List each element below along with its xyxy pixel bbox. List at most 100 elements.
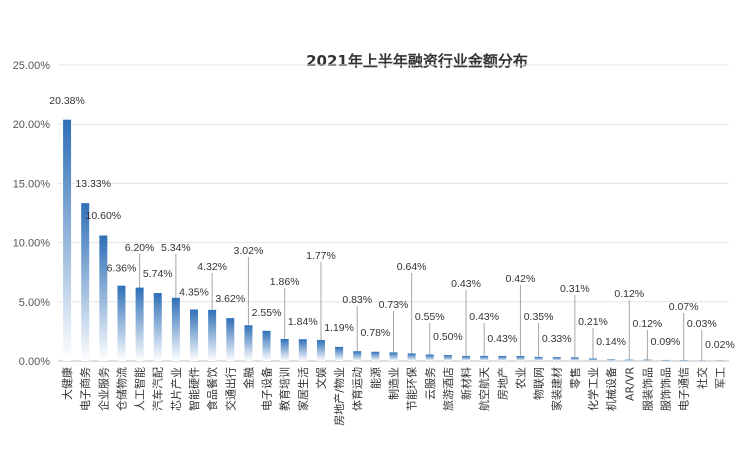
category-label: 智能硬件 — [187, 367, 201, 411]
bar — [208, 309, 217, 361]
data-label: 0.64% — [397, 261, 427, 273]
category-label: 电子商务 — [78, 367, 92, 411]
bar — [226, 318, 235, 361]
y-tick-label: 5.00% — [19, 297, 50, 309]
category-label: 服饰饰品 — [659, 367, 673, 411]
bar — [534, 356, 543, 361]
data-label: 5.74% — [143, 268, 173, 280]
category-label: AR/VR — [623, 367, 636, 401]
bar — [643, 359, 652, 361]
category-label: 化学工业 — [586, 367, 600, 411]
category-label: 农业 — [513, 367, 527, 389]
bar — [661, 359, 670, 361]
category-label: 房地产/物业 — [332, 367, 346, 426]
data-label: 4.35% — [179, 286, 209, 298]
category-label: 金融 — [241, 367, 255, 389]
bar — [244, 325, 253, 361]
bar — [190, 309, 199, 361]
y-tick-label: 20.00% — [13, 119, 51, 131]
category-label: 文娱 — [314, 367, 328, 389]
bar — [99, 235, 108, 361]
bar — [625, 359, 634, 361]
bar — [462, 355, 471, 361]
data-label: 0.50% — [433, 331, 463, 343]
data-label: 0.35% — [524, 311, 554, 323]
data-label: 0.07% — [669, 301, 699, 313]
bar — [316, 340, 325, 361]
bar — [607, 359, 616, 361]
category-label: 房地产 — [495, 367, 509, 400]
category-label: 能源 — [368, 367, 382, 389]
category-label: 社交 — [695, 367, 709, 389]
category-label: 教育培训 — [278, 367, 292, 411]
category-label: 食品餐饮 — [205, 367, 219, 411]
category-label: 机械设备 — [604, 367, 618, 411]
bar — [117, 285, 126, 361]
data-label: 0.21% — [578, 316, 608, 328]
bar — [153, 293, 162, 361]
bar — [588, 358, 597, 361]
data-label: 0.12% — [633, 318, 663, 330]
data-label: 1.86% — [270, 276, 300, 288]
data-label: 0.09% — [651, 336, 681, 348]
category-label: 交通出行 — [223, 367, 237, 411]
bar — [516, 356, 525, 361]
data-label: 1.19% — [324, 322, 354, 334]
data-label: 0.31% — [560, 283, 590, 295]
bar — [498, 355, 507, 361]
data-label: 6.36% — [107, 263, 137, 275]
bar — [335, 346, 344, 361]
y-tick-label: 15.00% — [13, 178, 51, 190]
data-label: 13.33% — [75, 178, 111, 190]
category-label: 汽车汽配 — [151, 367, 165, 411]
data-label: 3.62% — [215, 293, 245, 305]
bar — [679, 360, 688, 361]
data-label: 0.83% — [342, 294, 372, 306]
data-label: 1.84% — [288, 316, 318, 328]
bar — [262, 330, 271, 361]
data-label: 0.12% — [614, 288, 644, 300]
data-label: 0.43% — [451, 278, 481, 290]
bar — [63, 119, 72, 361]
category-label: 服装饰品 — [640, 367, 654, 411]
data-label: 0.55% — [415, 311, 445, 323]
data-label: 0.33% — [542, 333, 572, 345]
data-label: 0.78% — [360, 327, 390, 339]
data-label: 0.43% — [469, 311, 499, 323]
bar — [389, 352, 398, 361]
data-label: 0.43% — [487, 333, 517, 345]
data-label: 0.03% — [687, 318, 717, 330]
category-label: 芯片产业 — [169, 367, 183, 411]
category-label: 电子设备 — [260, 367, 274, 411]
data-label: 10.60% — [86, 210, 122, 222]
category-label: 电子通信 — [678, 367, 691, 411]
bar — [407, 353, 416, 361]
bar — [570, 357, 579, 361]
data-label: 0.14% — [596, 336, 626, 348]
bar — [371, 351, 380, 361]
data-label: 4.32% — [197, 261, 227, 273]
category-label: 云服务 — [424, 367, 437, 400]
category-label: 家装建材 — [550, 367, 564, 411]
category-label: 仓储物流 — [114, 367, 128, 411]
category-label: 大健康 — [60, 367, 74, 400]
data-label: 1.77% — [306, 250, 336, 262]
category-label: 节能环保 — [405, 367, 419, 411]
data-label: 3.02% — [234, 245, 264, 257]
category-label: 物联网 — [532, 367, 546, 400]
data-label: 5.34% — [161, 242, 191, 254]
category-label: 家居生活 — [296, 367, 310, 411]
data-label: 20.38% — [49, 95, 85, 107]
category-label: 航空航天 — [477, 367, 491, 411]
bar — [81, 203, 90, 361]
y-tick-label: 0.00% — [19, 356, 50, 368]
chart-title: 2021年上半年融资行业金额分布 — [306, 52, 528, 70]
category-label: 体育运动 — [350, 367, 364, 411]
data-label: 0.42% — [506, 273, 536, 285]
category-label: 零售 — [568, 367, 582, 389]
y-tick-label: 25.00% — [13, 60, 51, 72]
data-label: 2.55% — [252, 307, 282, 319]
bar — [480, 355, 489, 361]
bar — [425, 354, 434, 361]
